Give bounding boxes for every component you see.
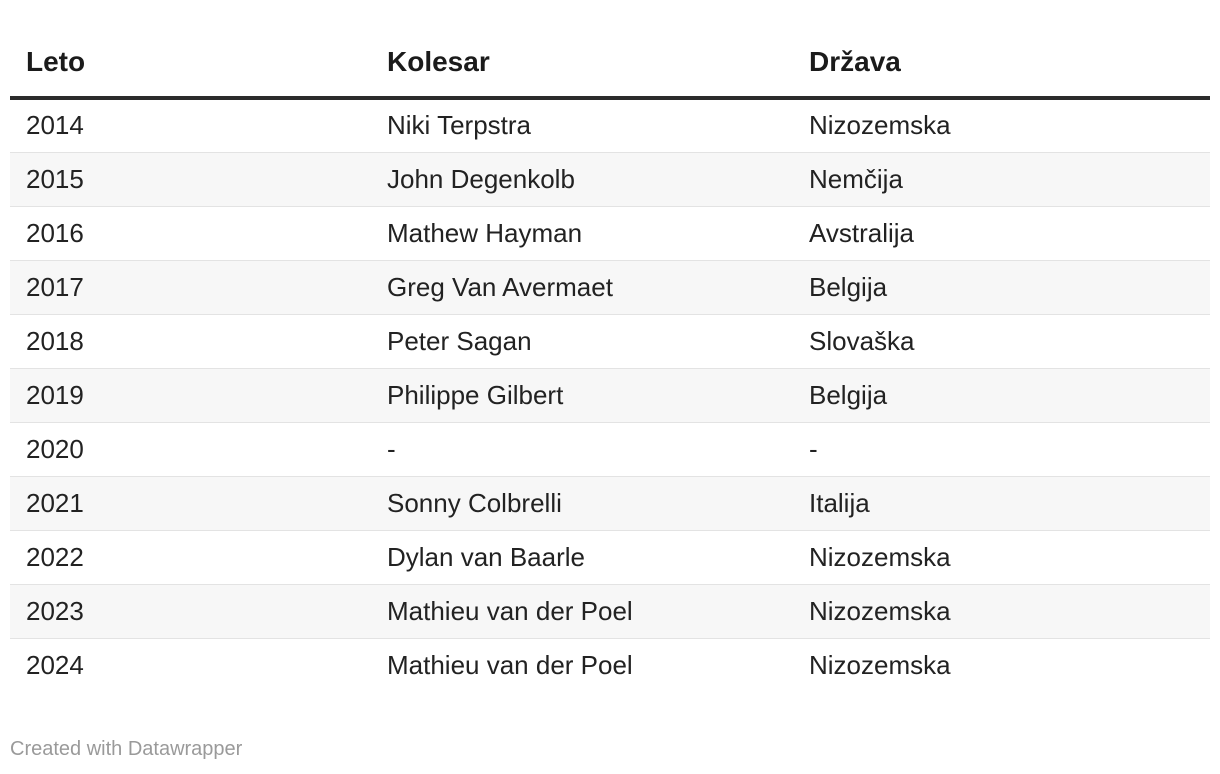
cell-year: 2016 [10,206,371,261]
cell-year: 2022 [10,530,371,585]
cell-country: Nizozemska [793,530,1210,585]
cell-year: 2023 [10,584,371,639]
cell-year: 2020 [10,422,371,477]
table-row: 2022 Dylan van Baarle Nizozemska [10,530,1210,585]
cell-rider: Philippe Gilbert [371,368,793,423]
table-body: 2014 Niki Terpstra Nizozemska 2015 John Dege… [10,98,1210,692]
table-row: 2018 Peter Sagan Slovaška [10,314,1210,369]
header-row: Leto Kolesar Država [10,28,1210,100]
cell-rider: John Degenkolb [371,152,793,207]
table-header: Leto Kolesar Država [10,28,1210,100]
cell-country: Nemčija [793,152,1210,207]
cell-country: Avstralija [793,206,1210,261]
cell-country: Nizozemska [809,649,951,680]
table-row: 2024 Mathieu van der Poel Nizozemska [10,638,1210,692]
results-table-container: Leto Kolesar Država 2014 Niki Terpstra Niz… [10,28,1210,692]
results-table: Leto Kolesar Država 2014 Niki Terpstra Niz… [10,28,1210,692]
cell-country: - [793,422,1210,477]
cell-year: 2019 [10,368,371,423]
cell-year: 2014 [10,98,371,153]
table-row: 2019 Philippe Gilbert Belgija [10,368,1210,423]
table-row: 2016 Mathew Hayman Avstralija [10,206,1210,261]
column-header-year[interactable]: Leto [10,28,371,100]
table-row: 2014 Niki Terpstra Nizozemska [10,98,1210,153]
table-row: 2017 Greg Van Avermaet Belgija [10,260,1210,315]
table-row: 2021 Sonny Colbrelli Italija [10,476,1210,531]
column-header-rider[interactable]: Kolesar [371,28,793,100]
cell-country: Nizozemska [793,98,1210,153]
cell-year: 2017 [10,260,371,315]
cell-rider: Dylan van Baarle [371,530,793,585]
cell-rider: Greg Van Avermaet [371,260,793,315]
cell-year: 2018 [10,314,371,369]
cell-rider: - [371,422,793,477]
cell-country: Italija [793,476,1210,531]
cell-rider: Mathew Hayman [371,206,793,261]
cell-year: 2015 [10,152,371,207]
cell-country: Belgija [793,368,1210,423]
cell-rider: Peter Sagan [371,314,793,369]
cell-rider: Mathieu van der Poel [371,584,793,639]
cell-rider: Sonny Colbrelli [371,476,793,531]
cell-year: 2021 [10,476,371,531]
table-row: 2015 John Degenkolb Nemčija [10,152,1210,207]
column-header-country[interactable]: Država [793,28,1210,100]
cell-year: 2024 [26,649,84,680]
cell-country: Belgija [793,260,1210,315]
cell-country: Slovaška [793,314,1210,369]
cell-rider: Mathieu van der Poel [387,649,633,680]
datawrapper-credit: Created with Datawrapper [10,738,243,760]
table-row: 2020- - [10,422,1210,477]
cell-country: Nizozemska [793,584,1210,639]
table-row: 2023 Mathieu van der Poel Nizozemska [10,584,1210,639]
cell-rider: Niki Terpstra [371,98,793,153]
